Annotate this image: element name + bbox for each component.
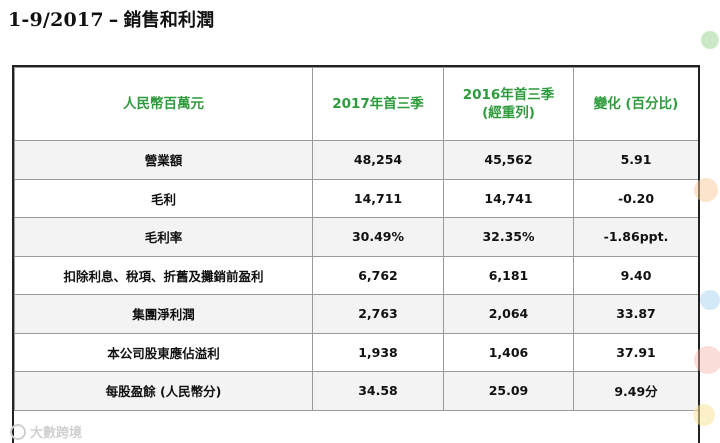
watermark-text: 大數跨境	[30, 426, 83, 441]
cell-change: -0.20	[573, 178, 698, 218]
cell-2017: 6,762	[312, 255, 444, 295]
row-label: 本公司股東應佔溢利	[14, 332, 313, 372]
table-row-revenue: 營業額 48,254 45,562 5.91	[14, 140, 698, 180]
cell-2016: 45,562	[443, 140, 574, 180]
header-2016-restated: (經重列)	[482, 105, 535, 121]
row-label: 營業額	[14, 140, 313, 180]
cell-change: 33.87	[573, 294, 698, 334]
title-dash: –	[108, 9, 119, 31]
cell-change: 9.40	[573, 255, 698, 295]
cell-2017: 1,938	[312, 332, 444, 372]
title-period: 1-9/2017	[8, 9, 104, 31]
row-label: 每股盈餘 (人民幣分)	[14, 371, 313, 411]
title-text: 銷售和利潤	[123, 10, 215, 31]
cell-2017: 34.58	[312, 371, 444, 411]
cell-change: 5.91	[573, 140, 698, 180]
row-label: 毛利率	[14, 217, 313, 257]
financial-table-frame: 人民幣百萬元 2017年首三季 2016年首三季 (經重列) 變化 (百分比) …	[12, 65, 700, 443]
header-2016: 2016年首三季 (經重列)	[443, 67, 574, 141]
row-label: 扣除利息、稅項、折舊及攤銷前盈利	[14, 255, 313, 295]
watermark-logo-icon	[10, 423, 26, 440]
financial-table: 人民幣百萬元 2017年首三季 2016年首三季 (經重列) 變化 (百分比) …	[14, 67, 698, 411]
table-row-gross-margin: 毛利率 30.49% 32.35% -1.86ppt.	[14, 217, 698, 257]
header-2017: 2017年首三季	[312, 67, 444, 141]
cell-2016: 2,064	[443, 294, 574, 334]
cell-2017: 48,254	[312, 140, 444, 180]
watermark: 大數跨境	[10, 422, 82, 441]
page-title: 1-9/2017– 銷售和利潤	[8, 6, 214, 32]
header-unit: 人民幣百萬元	[14, 67, 313, 141]
table-row-net-profit: 集團淨利潤 2,763 2,064 33.87	[14, 294, 698, 334]
cell-2016: 32.35%	[443, 217, 574, 257]
table-row-eps: 每股盈餘 (人民幣分) 34.58 25.09 9.49分	[14, 371, 698, 411]
cell-2016: 1,406	[443, 332, 574, 372]
table-header-row: 人民幣百萬元 2017年首三季 2016年首三季 (經重列) 變化 (百分比)	[14, 67, 698, 141]
row-label: 毛利	[14, 178, 313, 218]
cell-2016: 6,181	[443, 255, 574, 295]
dot-green	[701, 31, 719, 49]
dot-blue	[700, 290, 720, 310]
header-change: 變化 (百分比)	[573, 67, 698, 141]
cell-change: 9.49分	[573, 371, 698, 411]
cell-change: -1.86ppt.	[573, 217, 698, 257]
header-2016-title: 2016年首三季	[462, 87, 555, 103]
cell-2016: 14,741	[443, 178, 574, 218]
table-row-ebitda: 扣除利息、稅項、折舊及攤銷前盈利 6,762 6,181 9.40	[14, 255, 698, 295]
cell-2017: 30.49%	[312, 217, 444, 257]
table-row-gross-profit: 毛利 14,711 14,741 -0.20	[14, 178, 698, 218]
cell-change: 37.91	[573, 332, 698, 372]
row-label: 集團淨利潤	[14, 294, 313, 334]
cell-2017: 2,763	[312, 294, 444, 334]
cell-2016: 25.09	[443, 371, 574, 411]
table-row-attributable-profit: 本公司股東應佔溢利 1,938 1,406 37.91	[14, 332, 698, 372]
cell-2017: 14,711	[312, 178, 444, 218]
